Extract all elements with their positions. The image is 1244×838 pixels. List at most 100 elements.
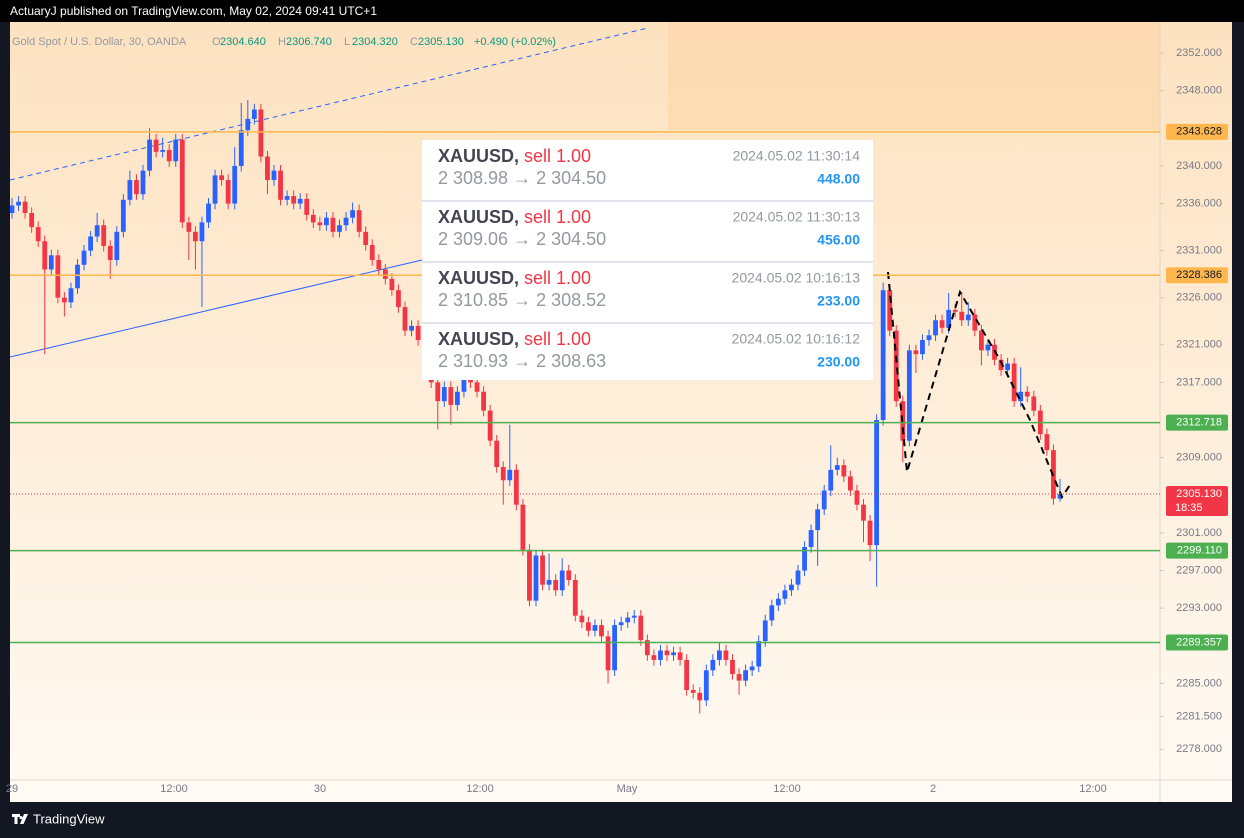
- candle-body: [81, 250, 87, 265]
- candle-body: [848, 476, 853, 491]
- trade-time: 2024.05.02 10:16:12: [732, 331, 861, 347]
- level-label-box: [1166, 414, 1228, 431]
- candle-body: [762, 620, 768, 642]
- projection-path: [887, 271, 1071, 500]
- footer-brand: TradingView: [33, 811, 105, 826]
- candle-body: [1005, 363, 1010, 371]
- trade-time: 2024.05.02 11:30:13: [733, 209, 861, 225]
- trade-profit: 456.00: [817, 232, 860, 248]
- candle-body: [513, 469, 519, 505]
- legend-value: 2306.740: [286, 36, 332, 48]
- candle-body: [291, 196, 297, 204]
- candle-body: [337, 225, 342, 232]
- candle-body: [756, 641, 762, 667]
- candle-body: [586, 622, 591, 631]
- countdown: 18:35: [1175, 502, 1203, 514]
- y-tick-label: 2336.000: [1176, 197, 1222, 209]
- candle-body: [769, 605, 775, 621]
- candle-body: [134, 180, 139, 195]
- candle-body: [808, 530, 814, 548]
- candle-body: [834, 465, 840, 470]
- y-tick-label: 2309.000: [1176, 452, 1222, 464]
- candle-body: [350, 210, 355, 218]
- y-tick-label: 2293.000: [1176, 602, 1222, 614]
- candle-body: [736, 674, 742, 681]
- level-label-box: [1166, 123, 1228, 140]
- candle-body: [540, 555, 545, 585]
- candle-body: [933, 320, 938, 336]
- y-tick-label: 2285.000: [1176, 677, 1222, 689]
- candle-body: [959, 311, 965, 321]
- symbol-title: Gold Spot / U.S. Dollar, 30, OANDA: [12, 36, 187, 48]
- chart-background: [10, 22, 1232, 802]
- candle-body: [441, 387, 447, 402]
- level-label: 2289.357: [1176, 636, 1222, 648]
- trend-channel-line: [10, 259, 423, 358]
- trade-side: sell 1.00: [524, 146, 591, 166]
- candle-body: [35, 227, 41, 242]
- x-tick-label: 30: [314, 783, 326, 795]
- candle-body: [310, 214, 316, 223]
- y-tick-label: 2340.000: [1176, 160, 1222, 172]
- candle-body: [42, 241, 48, 270]
- level-label-box: [1166, 267, 1228, 284]
- candle-body: [389, 278, 395, 291]
- candle-body: [179, 139, 185, 223]
- candle-body: [664, 650, 670, 656]
- candle-body: [258, 109, 264, 157]
- legend-key: O: [212, 36, 221, 48]
- candle-body: [861, 504, 866, 521]
- x-tick-label: 12:00: [1079, 783, 1107, 795]
- y-tick-label: 2348.000: [1176, 85, 1222, 97]
- candle-body: [559, 570, 565, 591]
- trade-side: sell 1.00: [524, 207, 591, 227]
- candle-body: [697, 692, 703, 701]
- candle-body: [703, 670, 709, 701]
- candle-body: [710, 659, 716, 671]
- candle-body: [939, 320, 945, 328]
- candle-body: [592, 625, 598, 631]
- trade-time: 2024.05.02 11:30:14: [733, 148, 861, 164]
- candle-body: [599, 625, 604, 637]
- candle-body: [10, 205, 15, 213]
- candle-body: [251, 109, 257, 119]
- logo: [12, 814, 28, 824]
- candle-body: [893, 330, 899, 402]
- trade-side: sell 1.00: [524, 268, 591, 288]
- candle-body: [644, 640, 650, 656]
- candle-body: [62, 297, 67, 303]
- candle-body: [841, 465, 847, 477]
- legend-key: H: [278, 36, 286, 48]
- candle-body: [913, 350, 919, 355]
- candle-body: [415, 325, 421, 341]
- publisher-header: ActuaryJ published on TradingView.com, M…: [10, 4, 377, 18]
- y-tick-label: 2317.000: [1176, 376, 1222, 388]
- time-axis: 29 12:00 30 12:00 May 12:00 2 12:00: [6, 783, 1107, 795]
- candle-body: [16, 201, 21, 206]
- candle-body: [101, 225, 107, 246]
- footer: TradingView: [12, 811, 105, 826]
- legend-value: 2305.130: [418, 36, 464, 48]
- candle-body: [612, 625, 617, 671]
- trade-prices: 2 310.85 → 2 308.52: [438, 290, 606, 310]
- x-tick-label: 2: [930, 783, 936, 795]
- candle-body: [22, 201, 28, 213]
- level-label-box: [1166, 634, 1228, 651]
- candle-body: [48, 255, 54, 270]
- trade-symbol: XAUUSD,: [438, 207, 519, 227]
- level-label: 2343.628: [1176, 126, 1222, 138]
- trade-time: 2024.05.02 10:16:13: [732, 270, 861, 286]
- candle-body: [1018, 391, 1024, 402]
- candle-body: [455, 391, 460, 405]
- levels: 2343.628 2328.386 2312.718 2299.110 2289.357…: [10, 123, 1228, 651]
- candle-body: [821, 490, 827, 510]
- candle-body: [952, 309, 958, 312]
- candle-body: [815, 509, 821, 531]
- candle-body: [494, 440, 500, 468]
- last-price-label: 2305.130: [1176, 488, 1222, 500]
- candle-body: [867, 520, 873, 546]
- candle-body: [199, 222, 205, 242]
- candle-body: [265, 156, 270, 181]
- candle-body: [173, 139, 179, 162]
- candle-body: [553, 579, 559, 591]
